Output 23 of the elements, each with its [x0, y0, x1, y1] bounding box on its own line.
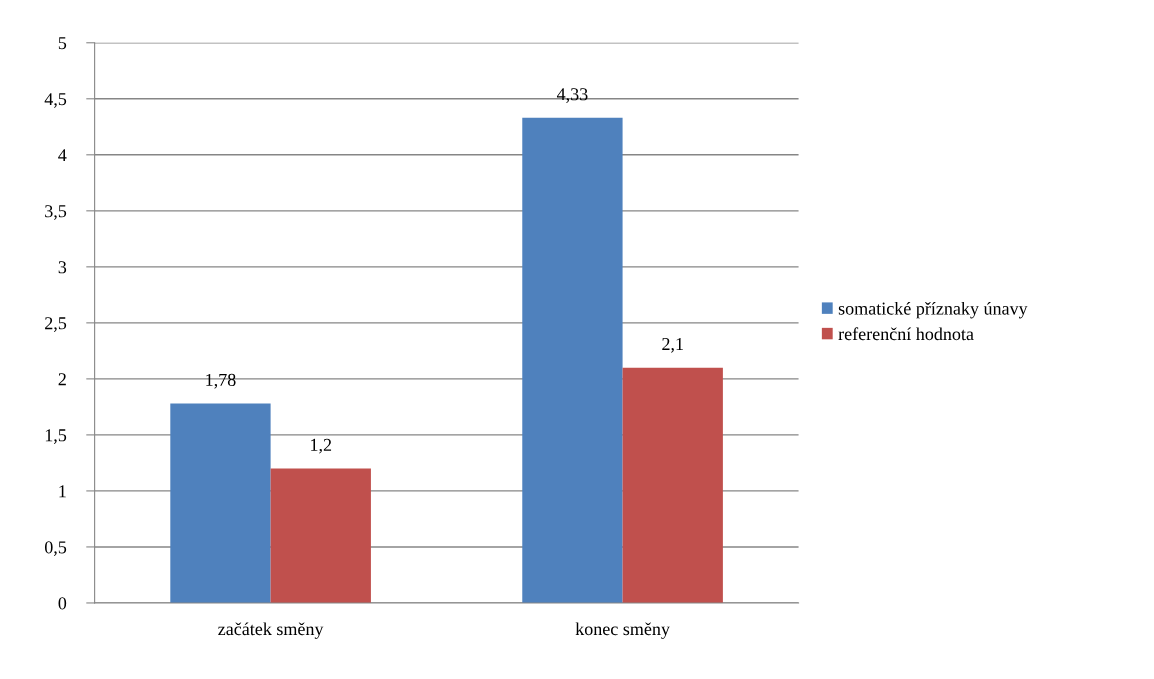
- bar: [170, 403, 271, 603]
- x-tick-label: začátek směny: [218, 622, 324, 639]
- y-tick-label: 0: [58, 597, 67, 610]
- data-label: 1,2: [311, 438, 332, 454]
- y-tick-label: 2,5: [45, 317, 67, 332]
- bar: [522, 117, 623, 603]
- x-tick-label: konec směny: [575, 622, 670, 639]
- bar: [270, 468, 371, 603]
- y-tick-label: 2: [58, 373, 66, 386]
- y-tick-label: 3: [58, 261, 67, 274]
- data-label: 4,33: [556, 88, 588, 103]
- y-tick-label: 4: [58, 149, 67, 162]
- y-tick-label: 4,5: [44, 93, 67, 108]
- data-label: 1,78: [206, 373, 236, 389]
- y-tick-label: 5: [58, 37, 67, 50]
- data-label: 2,1: [662, 337, 683, 353]
- y-tick-label: 0,5: [44, 541, 67, 556]
- bar: [622, 367, 723, 603]
- y-tick-label: 1: [59, 485, 66, 498]
- legend-label: somatické příznaky únavy: [838, 301, 1028, 319]
- y-tick-label: 1,5: [45, 429, 67, 444]
- legend-label: referenční hodnota: [838, 327, 974, 341]
- y-tick-label: 3,5: [45, 205, 67, 220]
